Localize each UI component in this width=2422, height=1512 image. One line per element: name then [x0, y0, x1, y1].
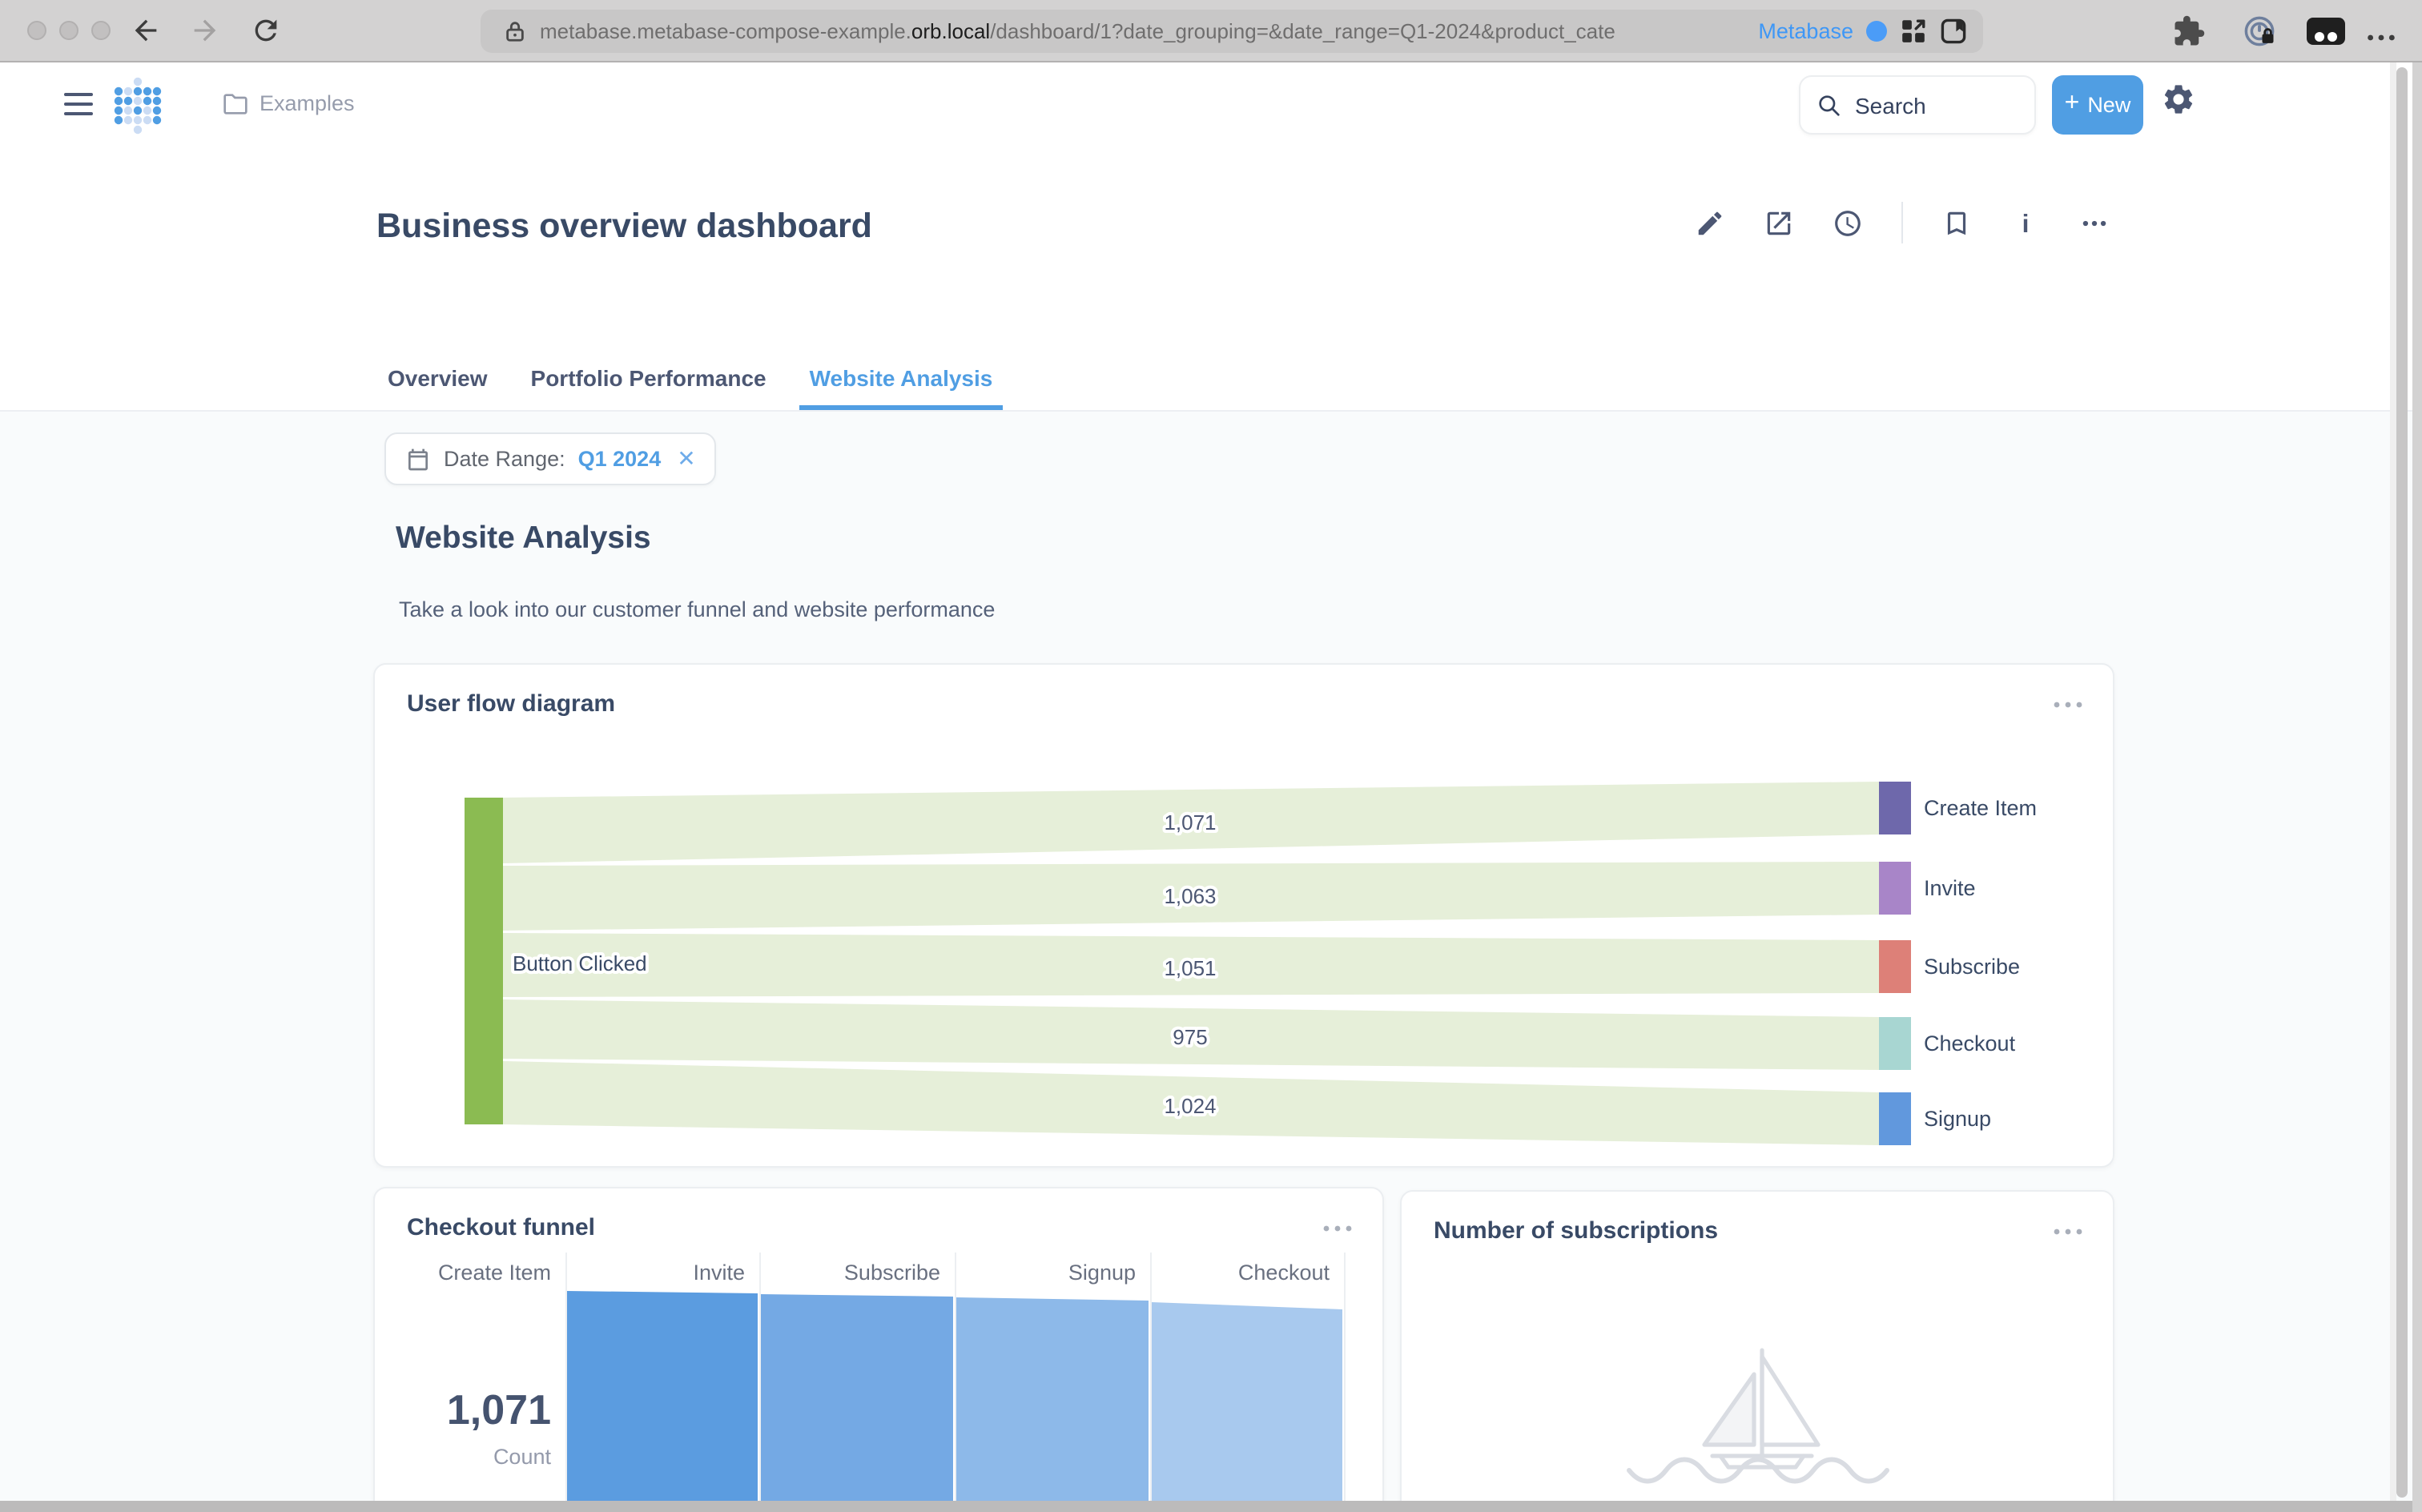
- sankey-node-button-clicked[interactable]: [465, 798, 503, 1124]
- sankey-node-signup[interactable]: [1879, 1092, 1911, 1145]
- funnel-segment-checkout[interactable]: [1152, 1302, 1342, 1512]
- lock-icon: [503, 19, 527, 43]
- filter-clear-icon[interactable]: ✕: [677, 445, 695, 472]
- bookmark-icon[interactable]: [1941, 207, 1972, 238]
- sankey-label-signup: Signup: [1924, 1107, 1991, 1131]
- bookmark-tab-icon[interactable]: [1940, 18, 1967, 45]
- tab-overview[interactable]: Overview: [378, 365, 497, 410]
- calendar-icon: [405, 446, 431, 472]
- forward-button[interactable]: [189, 14, 221, 46]
- date-range-filter[interactable]: Date Range: Q1 2024 ✕: [384, 432, 717, 485]
- dashboard-header: Business overview dashboard i Overview P…: [0, 147, 2422, 412]
- sankey-label-subscribe: Subscribe: [1924, 955, 2020, 979]
- sankey-value-invite: 1,063: [1164, 884, 1216, 908]
- dashboard-more-icon[interactable]: [2079, 207, 2110, 238]
- tab-group-label: Metabase: [1758, 19, 1853, 43]
- actions-divider: [1901, 202, 1903, 243]
- sankey-value-signup: 1,024: [1164, 1094, 1216, 1118]
- plus-icon: +: [2065, 90, 2080, 119]
- sankey-value-checkout: 975: [1173, 1025, 1207, 1049]
- sankey-node-create-item[interactable]: [1879, 782, 1911, 834]
- breadcrumb[interactable]: Examples: [223, 91, 355, 115]
- window-right-edge: [2412, 62, 2422, 1512]
- window-close-button[interactable]: [27, 21, 46, 40]
- clock-icon[interactable]: [1833, 207, 1863, 238]
- browser-chrome: metabase.metabase-compose-example.orb.lo…: [0, 0, 2422, 62]
- chrome-more-icon[interactable]: [2364, 21, 2398, 54]
- filter-value[interactable]: Q1 2024: [578, 447, 662, 471]
- browser-window: metabase.metabase-compose-example.orb.lo…: [0, 0, 2422, 1512]
- funnel-segment-invite[interactable]: [567, 1291, 758, 1512]
- funnel-measure-label: Count: [493, 1445, 552, 1469]
- new-button-label: New: [2087, 93, 2130, 117]
- dashboard-content: Date Range: Q1 2024 ✕ Website Analysis T…: [0, 412, 2422, 1512]
- extensions-puzzle-icon[interactable]: [2172, 14, 2206, 48]
- filter-label: Date Range:: [444, 447, 565, 471]
- funnel-segment-signup[interactable]: [956, 1297, 1149, 1512]
- tab-website-analysis[interactable]: Website Analysis: [800, 365, 1003, 410]
- tab-group-chip[interactable]: Metabase: [1704, 10, 1983, 53]
- sankey-label-invite: Invite: [1924, 876, 1976, 900]
- address-bar[interactable]: metabase.metabase-compose-example.orb.lo…: [481, 10, 1983, 53]
- sidebar-toggle-button[interactable]: [64, 93, 93, 115]
- browser-profile-icon[interactable]: [2307, 18, 2345, 45]
- scrollbar-thumb[interactable]: [2396, 67, 2408, 1498]
- tab-overview-icon[interactable]: [1900, 18, 1927, 45]
- url-text: metabase.metabase-compose-example.orb.lo…: [540, 10, 1615, 53]
- sankey-value-subscribe: 1,051: [1164, 956, 1216, 980]
- subscriptions-card: Number of subscriptions No results!: [1400, 1190, 2114, 1512]
- window-bottom-edge: [0, 1501, 2422, 1512]
- back-button[interactable]: [130, 14, 162, 46]
- svg-text:i: i: [2022, 208, 2030, 237]
- funnel-step-signup: Signup: [1068, 1261, 1136, 1285]
- tab-group-dot-icon: [1866, 21, 1887, 42]
- breadcrumb-label: Examples: [260, 91, 355, 115]
- scrollbar-track: [2390, 62, 2396, 1501]
- url-path: /dashboard/1?date_grouping=&date_range=Q…: [990, 19, 1615, 43]
- funnel-step-invite: Invite: [693, 1261, 745, 1285]
- sankey-label-create-item: Create Item: [1924, 796, 2037, 820]
- url-prefix: metabase.metabase-compose-example.: [540, 19, 911, 43]
- new-button[interactable]: + New: [2052, 75, 2143, 135]
- dashboard-title: Business overview dashboard: [376, 207, 872, 247]
- url-host: orb.local: [911, 19, 990, 43]
- tab-portfolio-performance[interactable]: Portfolio Performance: [521, 365, 776, 410]
- folder-icon: [223, 92, 248, 115]
- section-title: Website Analysis: [396, 521, 651, 557]
- funnel-first-step-value: 1,071: [447, 1387, 551, 1434]
- sailboat-icon: [1402, 1192, 2116, 1512]
- search-icon: [1816, 92, 1842, 118]
- funnel-step-create-item: Create Item: [438, 1261, 551, 1285]
- dashboard-actions: i: [1695, 202, 2110, 243]
- sankey-node-subscribe[interactable]: [1879, 940, 1911, 993]
- sankey-node-checkout[interactable]: [1879, 1017, 1911, 1070]
- share-icon[interactable]: [1764, 207, 1794, 238]
- funnel-step-subscribe: Subscribe: [844, 1261, 940, 1285]
- sankey-node-invite[interactable]: [1879, 862, 1911, 915]
- app-header: Examples + New: [0, 62, 2422, 147]
- search-bar[interactable]: [1799, 75, 2036, 135]
- dashboard-tabs: Overview Portfolio Performance Website A…: [378, 365, 1026, 410]
- funnel-chart[interactable]: Create Item Invite Subscribe Signup Chec…: [375, 1188, 1386, 1512]
- sankey-chart[interactable]: 1,071 1,063 1,051 975 1,024 Button Click…: [375, 665, 2116, 1169]
- metabase-logo[interactable]: [114, 77, 162, 135]
- sankey-label-checkout: Checkout: [1924, 1031, 2016, 1056]
- sankey-source-label: Button Clicked: [513, 951, 647, 975]
- funnel-step-checkout: Checkout: [1238, 1261, 1330, 1285]
- metabase-page: Examples + New Business overview dashboa…: [0, 62, 2422, 1512]
- window-minimize-button[interactable]: [59, 21, 78, 40]
- onepassword-icon[interactable]: [2243, 14, 2276, 48]
- funnel-segment-subscribe[interactable]: [761, 1294, 953, 1512]
- section-subtitle: Take a look into our customer funnel and…: [399, 597, 995, 621]
- settings-gear-icon[interactable]: [2161, 82, 2196, 117]
- edit-pencil-icon[interactable]: [1695, 207, 1725, 238]
- reload-button[interactable]: [250, 14, 282, 46]
- checkout-funnel-card: Checkout funnel Create Item Invite Subsc…: [373, 1187, 1384, 1512]
- window-zoom-button[interactable]: [91, 21, 111, 40]
- search-input[interactable]: [1855, 92, 1999, 118]
- info-icon[interactable]: i: [2010, 207, 2041, 238]
- sankey-value-create-item: 1,071: [1164, 810, 1216, 834]
- user-flow-card: User flow diagram: [373, 663, 2114, 1168]
